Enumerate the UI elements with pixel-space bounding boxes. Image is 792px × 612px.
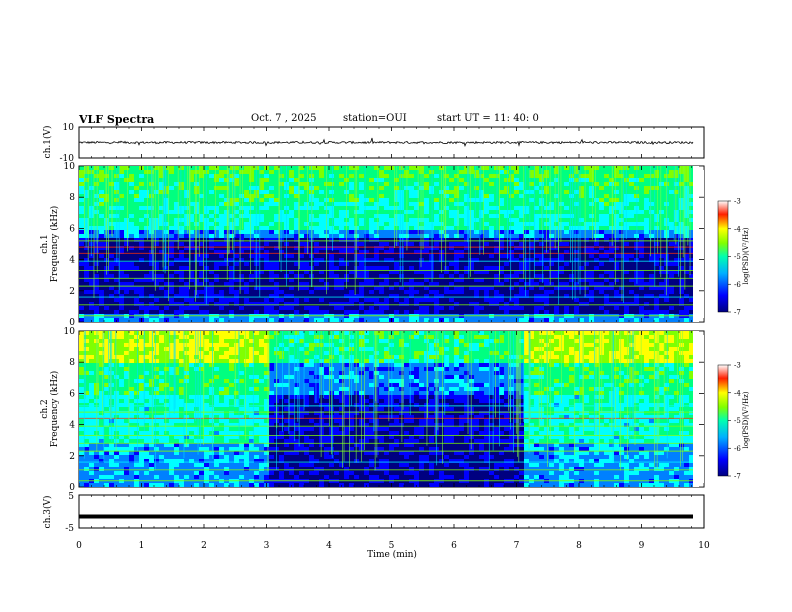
date-label: Oct. 7 , 2025 <box>251 113 317 124</box>
freq-tick-label: 10 <box>64 327 76 337</box>
x-tick-label: 8 <box>576 541 582 551</box>
ch1-channel-label: ch.1 <box>40 234 50 253</box>
x-tick-label: 6 <box>451 541 457 551</box>
x-axis-label: Time (min) <box>367 549 417 560</box>
colorbar-tick-label: -5 <box>734 417 741 425</box>
start-time-label: start UT = 11: 40: 0 <box>437 113 539 124</box>
ch2-spectrogram-heatmap <box>79 331 704 487</box>
colorbar-tick-label: -3 <box>734 362 741 370</box>
colorbar-tick-label: -6 <box>734 445 741 453</box>
x-tick-label: 9 <box>639 541 645 551</box>
freq-tick-label: 8 <box>69 193 75 203</box>
ch3-waveform-trace <box>79 514 693 519</box>
ch2-colorbar-label: log(PSD)(V²/Hz) <box>742 391 750 448</box>
x-tick-label: 5 <box>389 541 395 551</box>
ch2-channel-label: ch.2 <box>40 399 50 418</box>
colorbar-tick-label: -3 <box>734 198 741 206</box>
ch1-ytick-top: 10 <box>63 123 75 133</box>
ch2-spectrogram-panel: 0 2 4 6 8 10 ch.2 Frequency (kHz) <box>40 327 705 493</box>
x-tick-label: 2 <box>201 541 207 551</box>
colorbar-tick-label: -5 <box>734 253 741 261</box>
ch2-colorbar: -3 -4 -5 -6 -7 log(PSD)(V²/Hz) <box>717 362 750 481</box>
colorbar-tick-label: -7 <box>734 473 741 481</box>
ch1-spectrogram-heatmap <box>79 166 704 322</box>
freq-tick-label: 0 <box>69 318 75 328</box>
freq-tick-label: 2 <box>69 452 75 462</box>
freq-tick-label: 2 <box>69 287 75 297</box>
freq-tick-label: 0 <box>69 483 75 493</box>
x-tick-label: 3 <box>264 541 270 551</box>
ch1-freq-label: Frequency (kHz) <box>49 206 60 283</box>
colorbar-tick-label: -6 <box>734 281 741 289</box>
station-label: station=OUI <box>343 113 407 124</box>
colorbar-tick-label: -7 <box>734 309 741 317</box>
ch1-waveform-trace <box>79 137 694 147</box>
x-tick-label: 0 <box>76 541 82 551</box>
freq-tick-label: 6 <box>69 224 75 234</box>
x-tick-label: 10 <box>698 541 710 551</box>
x-tick-label: 1 <box>139 541 145 551</box>
ch1-colorbar: -3 -4 -5 -6 -7 log(PSD)(V²/Hz) <box>717 198 750 317</box>
ch3-ylabel: ch.3(V) <box>42 496 53 529</box>
ch3-ytick-bottom: -5 <box>65 524 74 534</box>
freq-tick-label: 6 <box>69 389 75 399</box>
x-tick-label: 4 <box>326 541 332 551</box>
freq-tick-label: 4 <box>69 256 75 266</box>
colorbar-tick-label: -4 <box>734 389 741 397</box>
ch1-colorbar-label: log(PSD)(V²/Hz) <box>742 227 750 284</box>
ch1-spectrogram-panel: 0 2 4 6 8 10 ch.1 Frequency (kHz) <box>40 162 705 328</box>
freq-tick-label: 8 <box>69 358 75 368</box>
ch3-waveform-panel: 5 -5 ch.3(V) <box>42 492 705 534</box>
ch2-freq-label: Frequency (kHz) <box>49 371 60 448</box>
ch1-ylabel: ch.1(V) <box>42 126 53 159</box>
x-tick-label: 7 <box>514 541 520 551</box>
ch1-ytick-bottom: -10 <box>60 154 75 164</box>
chart-title: VLF Spectra <box>79 113 155 126</box>
colorbar-tick-label: -4 <box>734 225 741 233</box>
ch1-waveform-panel: 10 -10 ch.1(V) <box>42 123 705 164</box>
freq-tick-label: 10 <box>64 162 76 172</box>
ch3-ytick-top: 5 <box>68 492 74 502</box>
freq-tick-label: 4 <box>69 421 75 431</box>
